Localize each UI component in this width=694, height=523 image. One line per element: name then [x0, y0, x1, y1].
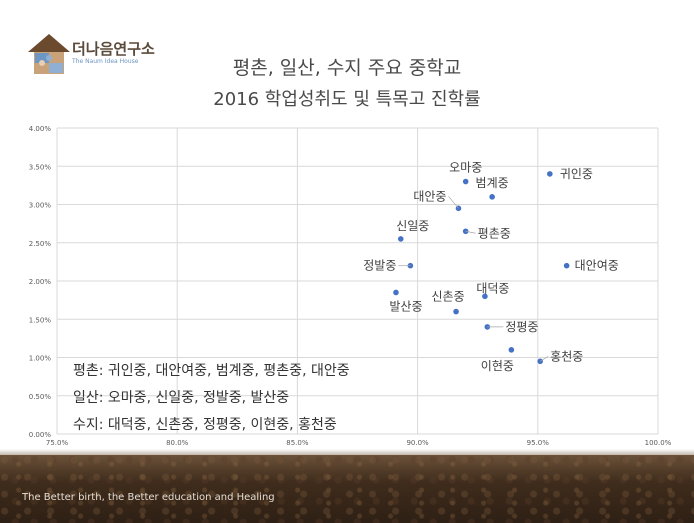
logo-subtitle: The Naum Idea House — [72, 58, 139, 65]
point-label: 발산중 — [389, 299, 422, 313]
point-label: 정발중 — [363, 259, 396, 273]
y-tick-label: 3.00% — [29, 202, 52, 210]
data-point — [462, 178, 469, 185]
point-label: 범계중 — [476, 176, 509, 190]
data-point — [453, 308, 459, 315]
point-label: 정평중 — [505, 320, 538, 334]
point-label: 대덕중 — [476, 281, 509, 295]
x-tick-label: 100.0% — [645, 439, 672, 447]
y-tick-label: 2.00% — [29, 278, 52, 286]
y-tick-label: 1.50% — [29, 316, 52, 324]
data-point — [547, 171, 553, 177]
leader-line — [540, 356, 549, 362]
data-point — [508, 347, 515, 353]
point-label: 오마중 — [449, 161, 482, 175]
x-tick-label: 95.0% — [527, 439, 550, 447]
data-point — [489, 194, 495, 200]
data-point — [482, 293, 488, 300]
point-label: 신촌중 — [432, 290, 465, 304]
data-point — [563, 262, 570, 269]
x-tick-label: 80.0% — [166, 439, 189, 447]
logo-name: 더나음연구소 — [72, 40, 155, 58]
leader-line — [448, 196, 459, 209]
x-tick-label: 85.0% — [286, 439, 309, 447]
data-point — [397, 236, 404, 242]
y-tick-label: 2.50% — [29, 240, 52, 248]
point-label: 홍천중 — [550, 348, 583, 363]
x-tick-label: 75.0% — [46, 439, 69, 447]
soil-footer-band — [0, 455, 694, 523]
y-tick-label: 4.00% — [29, 125, 52, 133]
point-label: 평촌중 — [478, 226, 511, 240]
chart-title-line-1: 평촌, 일산, 수지 주요 중학교 — [232, 57, 462, 79]
legend-line-suji: 수지: 대덕중, 신촌중, 정평중, 이현중, 홍천중 — [73, 417, 337, 433]
point-label: 대안여중 — [575, 259, 619, 273]
leader-line — [465, 230, 476, 234]
legend-line-ilsan: 일산: 오마중, 신일중, 정발중, 발산중 — [73, 390, 290, 406]
logo — [26, 32, 176, 76]
y-tick-label: 1.00% — [29, 355, 52, 363]
y-tick-label: 0.50% — [29, 393, 52, 401]
footer-slogan: The Better birth, the Better education a… — [22, 492, 275, 503]
y-tick-label: 3.50% — [29, 163, 52, 171]
y-tick-label: 0.00% — [29, 431, 52, 439]
data-point — [393, 289, 399, 296]
point-label: 귀인중 — [560, 167, 593, 181]
house-puzzle-icon — [28, 34, 70, 74]
x-tick-label: 90.0% — [406, 439, 429, 447]
legend-line-pyeongchon: 평촌: 귀인중, 대안여중, 범계중, 평촌중, 대안중 — [73, 363, 350, 379]
point-label: 대안중 — [413, 189, 446, 203]
point-label: 이현중 — [481, 359, 514, 373]
point-label: 신일중 — [396, 219, 429, 233]
chart-title-line-2: 2016 학업성취도 및 특목고 진학률 — [213, 89, 481, 110]
